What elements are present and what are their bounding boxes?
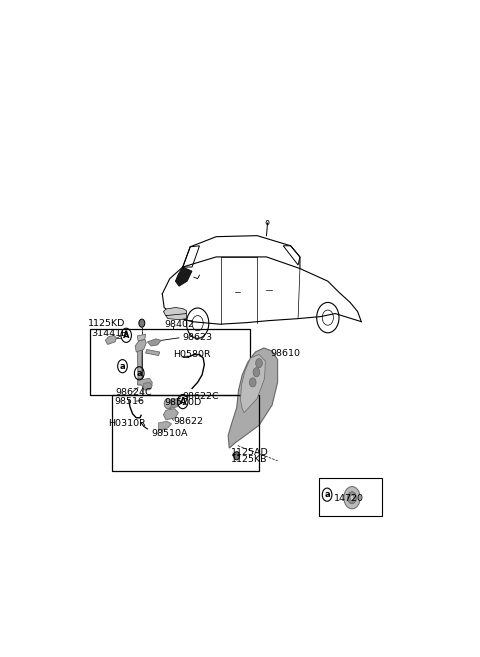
Text: 98510A: 98510A xyxy=(151,430,188,438)
Text: 98520D: 98520D xyxy=(164,398,202,407)
Circle shape xyxy=(350,495,354,500)
Text: 98402: 98402 xyxy=(164,320,194,328)
Polygon shape xyxy=(166,313,186,320)
Text: 98622C: 98622C xyxy=(183,392,219,401)
Text: A: A xyxy=(123,331,130,340)
Polygon shape xyxy=(163,409,178,420)
Text: a: a xyxy=(136,369,142,378)
Text: H0580R: H0580R xyxy=(173,350,211,359)
Text: a: a xyxy=(120,362,125,371)
Circle shape xyxy=(164,399,172,409)
Text: a: a xyxy=(324,490,330,499)
Text: A: A xyxy=(180,397,186,406)
Polygon shape xyxy=(147,339,161,346)
Text: 98610: 98610 xyxy=(270,348,300,357)
Polygon shape xyxy=(158,421,172,430)
Text: 1125AD: 1125AD xyxy=(231,447,269,457)
Circle shape xyxy=(253,368,260,377)
Text: 98623: 98623 xyxy=(183,333,213,342)
Polygon shape xyxy=(228,348,277,448)
Polygon shape xyxy=(135,340,146,352)
Polygon shape xyxy=(240,355,265,413)
Polygon shape xyxy=(106,335,117,344)
Text: 31441B: 31441B xyxy=(92,328,128,338)
Text: 1125KB: 1125KB xyxy=(231,455,268,464)
Circle shape xyxy=(249,378,256,387)
Text: 98516: 98516 xyxy=(114,397,144,406)
Bar xyxy=(319,478,382,516)
Circle shape xyxy=(139,319,145,327)
Text: 98622: 98622 xyxy=(174,417,204,426)
Polygon shape xyxy=(137,378,152,390)
Text: 14720: 14720 xyxy=(334,494,364,503)
Circle shape xyxy=(234,451,240,460)
Polygon shape xyxy=(137,350,142,385)
Polygon shape xyxy=(168,399,181,409)
Polygon shape xyxy=(175,267,192,286)
Bar xyxy=(90,329,250,395)
Circle shape xyxy=(348,491,357,504)
Polygon shape xyxy=(144,382,152,390)
Text: 1125KD: 1125KD xyxy=(88,319,125,328)
Bar xyxy=(112,395,259,471)
Text: 98624C: 98624C xyxy=(115,388,152,397)
Polygon shape xyxy=(163,307,186,317)
Polygon shape xyxy=(137,334,145,341)
Text: H0310R: H0310R xyxy=(108,419,146,428)
Circle shape xyxy=(256,359,263,368)
Polygon shape xyxy=(145,350,160,355)
Circle shape xyxy=(344,487,360,509)
